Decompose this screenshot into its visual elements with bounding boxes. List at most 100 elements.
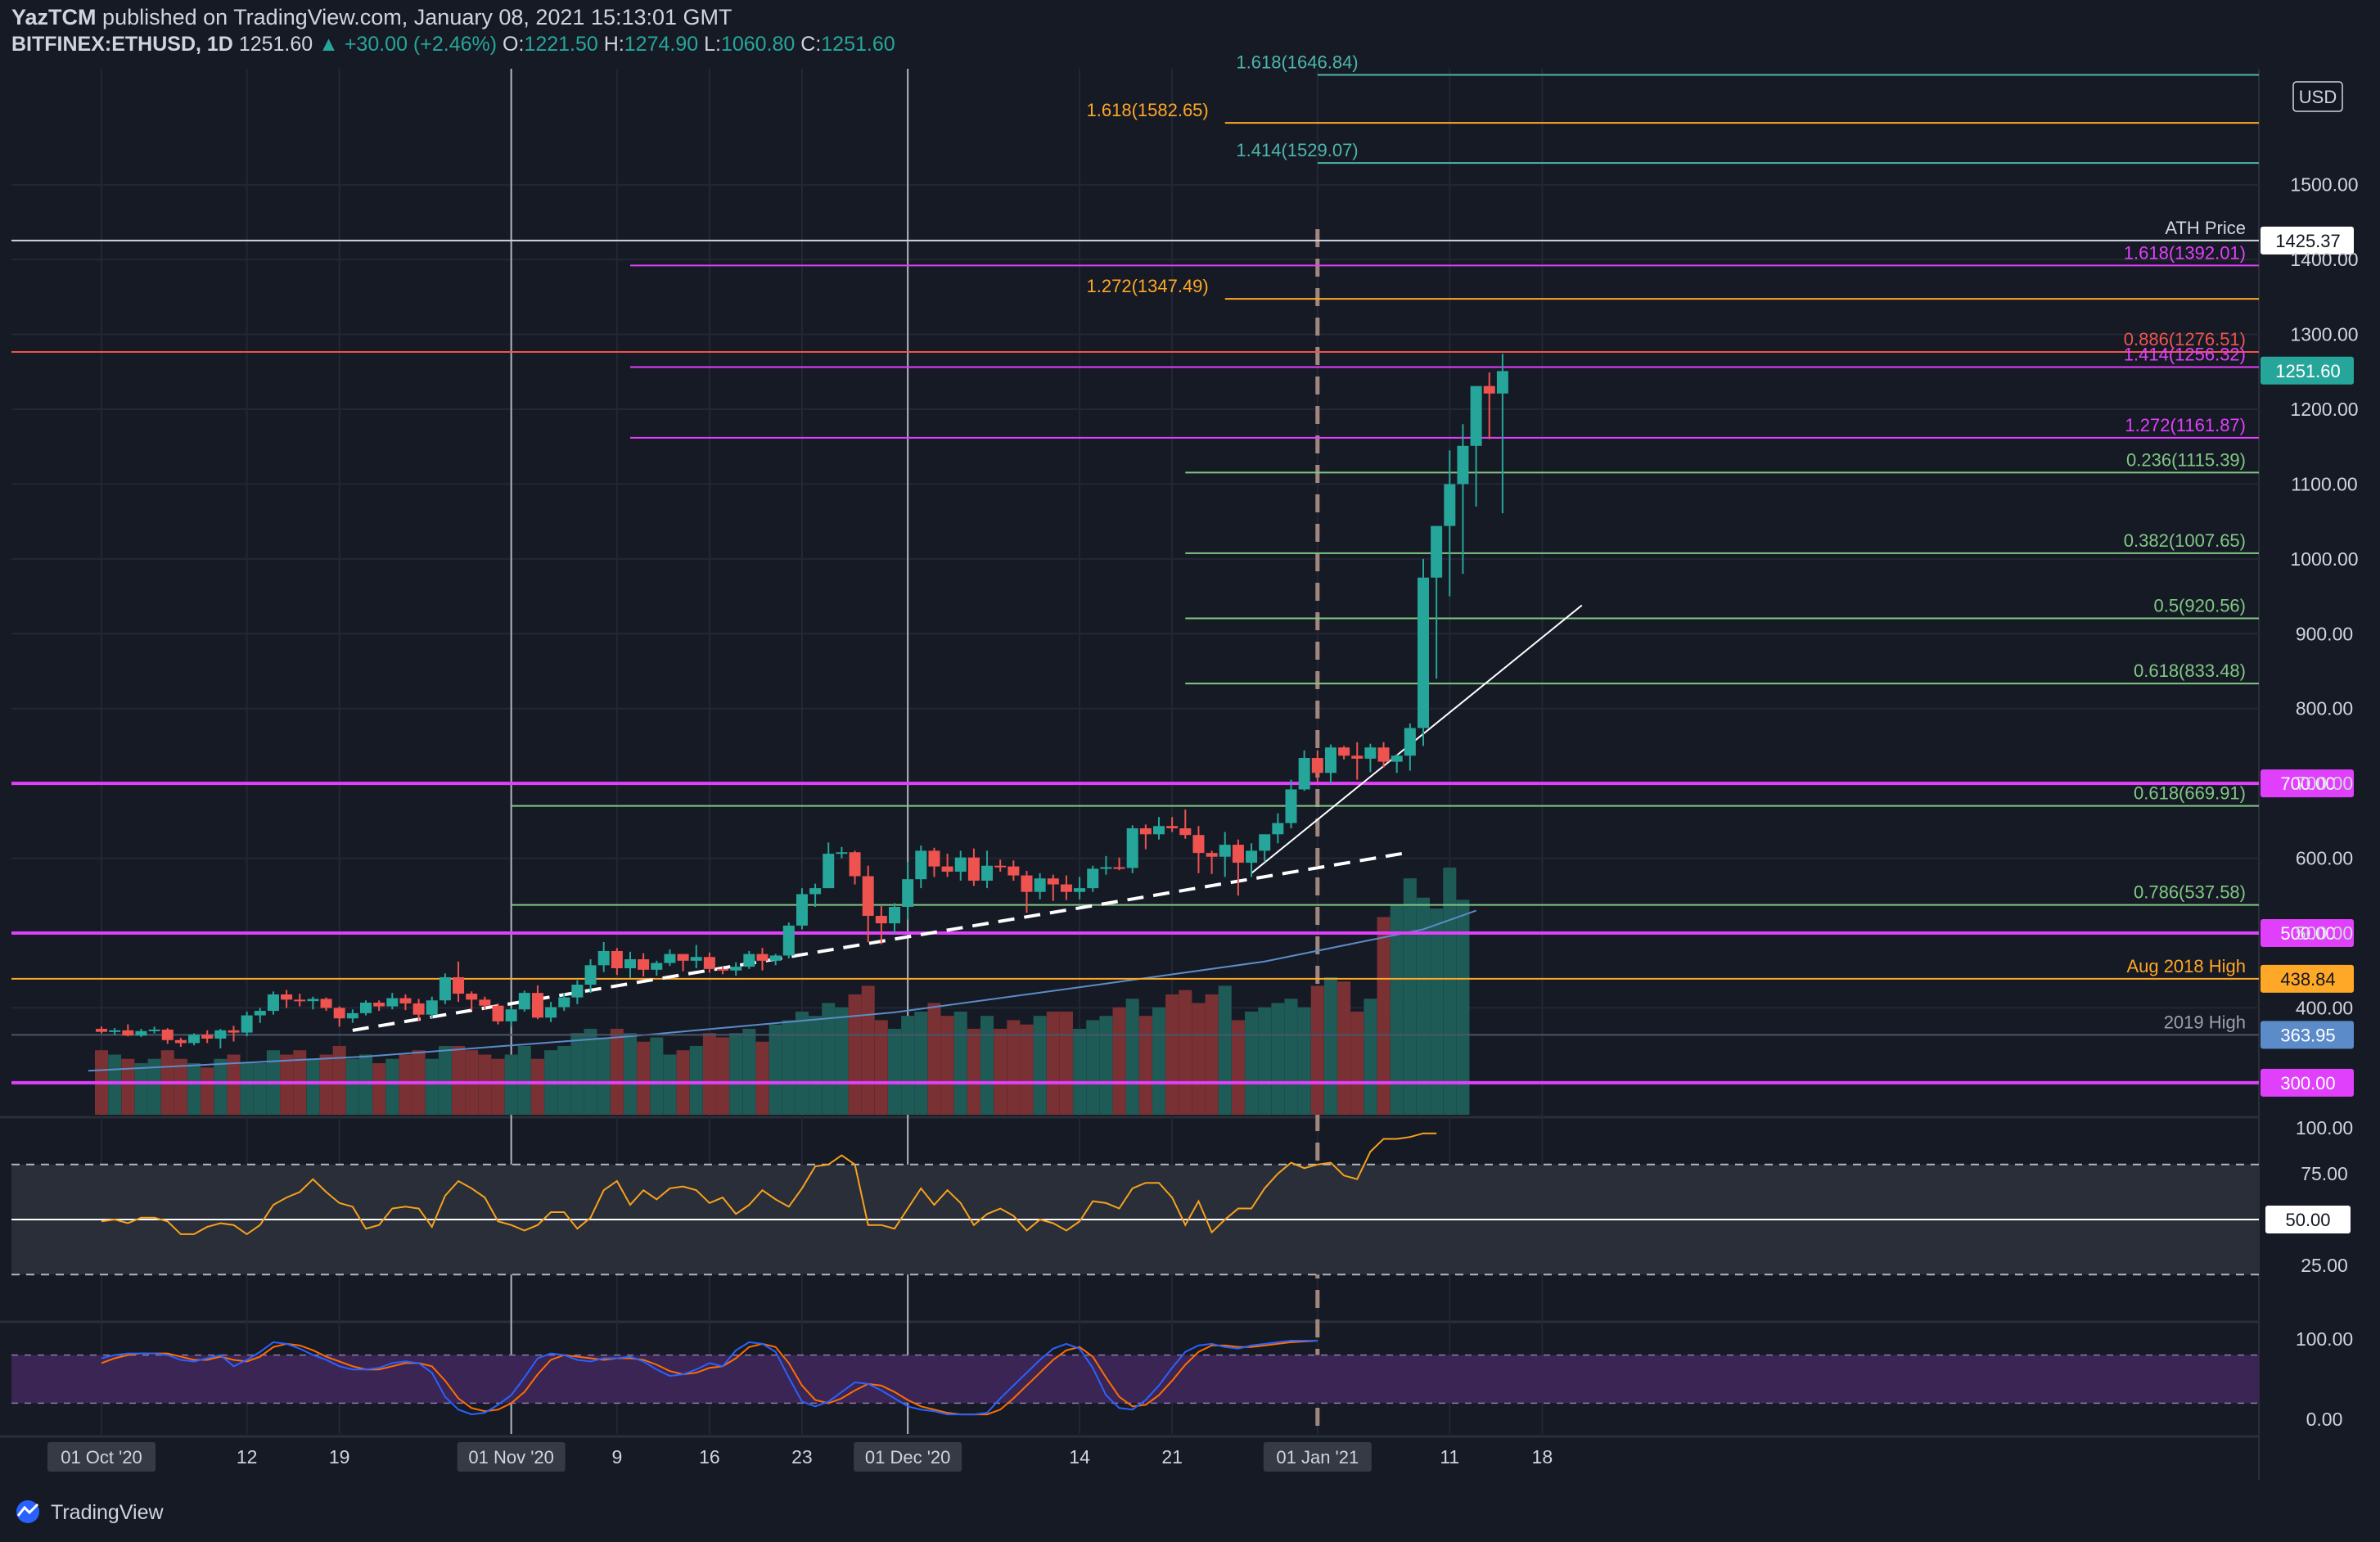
volume-bar (822, 1003, 836, 1115)
candle-body (902, 879, 914, 907)
currency-badge-text: USD (2299, 87, 2337, 107)
candle-body (1470, 386, 1482, 446)
candle-body (1126, 827, 1138, 868)
candle-body (320, 999, 332, 1008)
last-price: 1251.60 (238, 33, 313, 56)
candle-body (1192, 835, 1205, 854)
candle-body (174, 1039, 187, 1044)
level-label: 0.786(537.58) (2134, 882, 2246, 903)
volume-bar (478, 1054, 492, 1115)
candle-body (281, 994, 293, 1000)
volume-bar (517, 1045, 531, 1115)
volume-bar (597, 1037, 611, 1115)
volume-bar (1033, 1016, 1047, 1115)
price-badge (2261, 1021, 2354, 1049)
candle-body (360, 1003, 372, 1013)
candle-body (135, 1030, 147, 1036)
candle-body (1007, 866, 1020, 876)
volume-bar (1271, 1003, 1285, 1115)
candle-body (717, 968, 729, 971)
level-label: 1.272(1347.49) (1087, 276, 1209, 296)
high-label: H: (603, 33, 624, 56)
candle-body (307, 999, 319, 1002)
time-axis-label: 9 (611, 1446, 622, 1468)
publisher-line: YazTCM published on TradingView.com, Jan… (11, 5, 732, 30)
volume-bar (861, 985, 875, 1115)
candle-body (1232, 845, 1244, 863)
volume-bar (253, 1062, 267, 1115)
volume-bar (1430, 908, 1444, 1115)
candle-body (148, 1029, 160, 1031)
volume-bar (848, 994, 862, 1115)
candle-body (1206, 853, 1218, 857)
high-value: 1274.90 (624, 33, 699, 56)
candle-body (1285, 789, 1297, 823)
time-axis-label: 19 (329, 1446, 350, 1468)
volume-bar (1073, 1028, 1087, 1115)
candle-body (1377, 747, 1390, 762)
candle-body (1483, 386, 1495, 394)
price-axis-tick: 1400.00 (2290, 249, 2358, 270)
price-axis-tick: 800.00 (2296, 698, 2353, 719)
volume-bar (994, 1028, 1007, 1115)
candle-body (346, 1012, 358, 1019)
level-label: 1.618(1582.65) (1087, 100, 1209, 120)
candle-body (386, 998, 399, 1007)
candle-body (889, 906, 900, 924)
price-axis-tick: 1200.00 (2290, 399, 2358, 420)
level-label: 1.414(1256.32) (2124, 344, 2246, 364)
candle-body (651, 963, 663, 970)
price-axis-tick: 700.00 (2296, 773, 2353, 794)
volume-bar (795, 1011, 809, 1115)
volume-bar (1297, 1007, 1311, 1115)
candle-body (254, 1011, 266, 1016)
stoch-axis-tick: 0.00 (2306, 1409, 2343, 1430)
tradingview-logo-icon (16, 1500, 39, 1523)
volume-bar (372, 1062, 386, 1115)
volume-bar (729, 1033, 743, 1115)
candle-body (954, 857, 967, 872)
volume-bar (399, 1054, 412, 1115)
volume-bar (716, 1037, 730, 1115)
volume-bar (1337, 981, 1351, 1115)
candle-body (1298, 758, 1310, 790)
volume-bar (610, 1028, 624, 1115)
candle-body (677, 954, 689, 961)
price-axis-tick: 900.00 (2296, 623, 2353, 644)
level-label: 1.618(1646.84) (1236, 52, 1358, 72)
symbol-name[interactable]: BITFINEX:ETHUSD, 1D (11, 33, 233, 56)
last-price-badge-text: 1251.60 (2275, 361, 2341, 381)
volume-bar (134, 1062, 148, 1115)
candle-body (1391, 755, 1403, 762)
level-label: ATH Price (2165, 218, 2246, 238)
candle-body (426, 1000, 438, 1015)
volume-bar (1323, 976, 1337, 1115)
volume-bar (214, 1058, 228, 1115)
candle-body (1034, 878, 1046, 892)
time-axis-label: 01 Oct '20 (61, 1447, 142, 1468)
brand-name[interactable]: TradingView (51, 1501, 165, 1524)
rsi-mid-badge (2265, 1206, 2351, 1233)
volume-bar (147, 1058, 161, 1115)
candle-body (1272, 823, 1284, 835)
time-axis-label: 23 (791, 1446, 813, 1468)
volume-bar (280, 1054, 294, 1115)
author-name[interactable]: YazTCM (11, 5, 97, 29)
candle-body (96, 1029, 107, 1032)
candle-body (981, 865, 994, 881)
volume-bar (174, 1058, 187, 1115)
time-axis-badge (1263, 1442, 1372, 1472)
volume-bar (1364, 999, 1377, 1115)
level-label: 2019 High (2164, 1012, 2246, 1032)
stoch-band (11, 1355, 2259, 1404)
price-axis-tick: 1000.00 (2290, 548, 2358, 570)
candle-body (809, 888, 822, 895)
candle-body (531, 993, 543, 1018)
price-axis-tick: 500.00 (2296, 922, 2353, 944)
candle-body (545, 1007, 557, 1018)
volume-bar (570, 1033, 584, 1115)
level-label: 0.886(1276.51) (2124, 329, 2246, 349)
